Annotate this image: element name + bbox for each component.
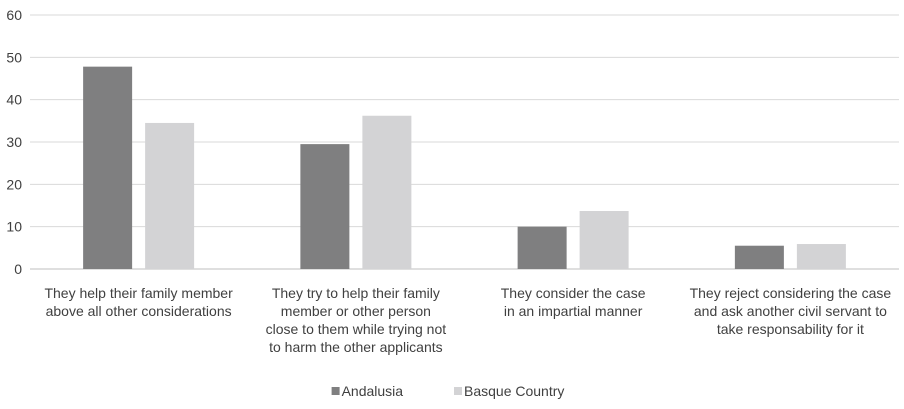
x-category-label: to harm the other applicants (269, 339, 443, 355)
bar-andalusia (734, 245, 784, 269)
y-tick-label: 50 (6, 49, 22, 65)
bar-andalusia (83, 66, 133, 269)
bar-andalusia (517, 226, 567, 269)
legend-label: Basque Country (464, 383, 564, 399)
x-category-label: and ask another civil servant to (694, 303, 887, 319)
legend-label: Andalusia (342, 383, 404, 399)
x-category-label: take responsability for it (717, 321, 864, 337)
x-category-label: member or other person (281, 303, 431, 319)
bar-andalusia (300, 144, 350, 269)
legend-swatch-andalusia (331, 387, 340, 395)
bar-basque-country (579, 211, 629, 269)
x-category-label: above all other considerations (46, 303, 232, 319)
bar-basque-country (362, 115, 412, 270)
x-category-label: They try to help their family (272, 285, 440, 301)
y-tick-label: 30 (6, 134, 22, 150)
y-tick-label: 10 (6, 219, 22, 235)
legend-swatch-basque-country (454, 387, 462, 395)
x-category-label: They help their family member (44, 285, 233, 301)
x-category-label: They consider the case (501, 285, 646, 301)
y-tick-label: 20 (6, 176, 22, 192)
y-tick-label: 0 (14, 261, 22, 277)
x-category-label: They reject considering the case (690, 285, 892, 301)
x-category-label: close to them while trying not (266, 321, 447, 337)
bar-basque-country (796, 244, 846, 269)
y-tick-label: 40 (6, 92, 22, 108)
bar-basque-country (145, 122, 195, 269)
x-category-label: in an impartial manner (504, 303, 643, 319)
y-tick-label: 60 (6, 7, 22, 23)
